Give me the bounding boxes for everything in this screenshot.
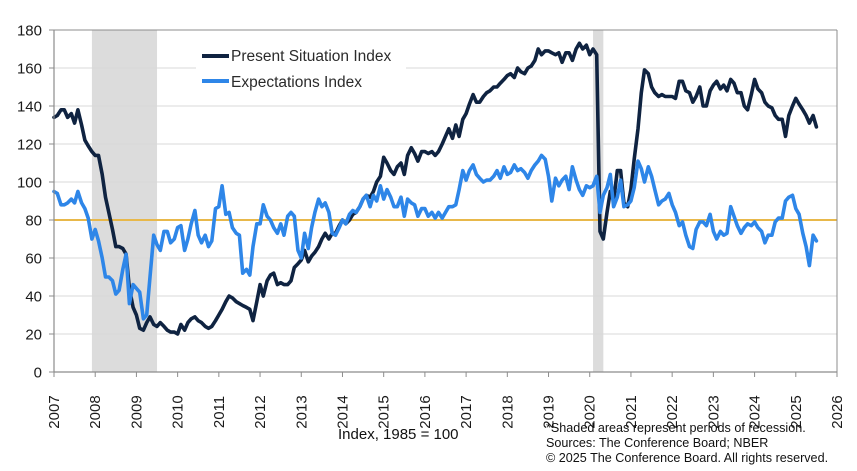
y-tick-label-180: 180	[17, 23, 42, 40]
x-tick-label-2015: 2015	[376, 395, 393, 428]
x-tick-labels: 2007 2008 2009 2010 2011 2012 2013 2014 2015 2016…	[46, 395, 846, 428]
sources-note: Sources: The Conference Board; NBER	[546, 436, 769, 450]
x-tick-label-2010: 2010	[170, 395, 187, 428]
gridlines	[54, 29, 837, 335]
y-tick-label-120: 120	[17, 137, 42, 154]
x-tick-label-2014: 2014	[334, 395, 351, 428]
y-tick-label-0: 0	[34, 365, 42, 382]
y-tick-label-20: 20	[25, 327, 42, 344]
y-tick-label-80: 80	[25, 213, 42, 230]
x-tick-label-2025: 2025	[788, 395, 805, 428]
series-layer	[52, 41, 819, 336]
x-tick-label-2021: 2021	[623, 395, 640, 428]
footnotes: *Shaded areas represent periods of reces…	[546, 421, 828, 466]
x-tick-label-2023: 2023	[705, 395, 722, 428]
series-line-present-situation-index	[52, 41, 819, 336]
x-tick-label-2022: 2022	[664, 395, 681, 428]
x-tick-label-2018: 2018	[499, 395, 516, 428]
legend: Present Situation Index Expectations Ind…	[196, 42, 406, 96]
legend-label-present-situation: Present Situation Index	[231, 48, 392, 65]
x-tick-label-2011: 2011	[211, 396, 228, 428]
x-tick-label-2008: 2008	[87, 395, 104, 428]
y-tick-label-60: 60	[25, 251, 42, 268]
x-tick-label-2016: 2016	[417, 395, 434, 428]
series-line-expectations-index	[52, 153, 819, 321]
x-tick-label-2009: 2009	[128, 395, 145, 428]
x-axis-label: Index, 1985 = 100	[338, 426, 459, 443]
x-tick-label-2013: 2013	[293, 395, 310, 428]
x-tick-label-2017: 2017	[458, 395, 475, 428]
y-tick-label-160: 160	[17, 61, 42, 78]
x-tick-label-2012: 2012	[252, 395, 269, 428]
y-tick-labels: 0 20 40 60 80 100 120 140 160 180	[17, 23, 42, 382]
y-tick-label-40: 40	[25, 289, 42, 306]
y-tick-label-140: 140	[17, 99, 42, 116]
copyright-note: © 2025 The Conference Board. All rights …	[546, 451, 829, 465]
x-tick-label-2019: 2019	[541, 395, 558, 428]
recession-note: *Shaded areas represent periods of reces…	[546, 421, 806, 435]
x-tick-label-2026: 2026	[829, 395, 846, 428]
y-tick-label-100: 100	[17, 175, 42, 192]
legend-background	[196, 42, 406, 96]
axes	[49, 29, 838, 377]
legend-label-expectations: Expectations Index	[231, 74, 362, 91]
x-tick-label-2020: 2020	[582, 395, 599, 428]
x-tick-label-2024: 2024	[747, 395, 764, 428]
x-tick-label-2007: 2007	[46, 395, 63, 428]
